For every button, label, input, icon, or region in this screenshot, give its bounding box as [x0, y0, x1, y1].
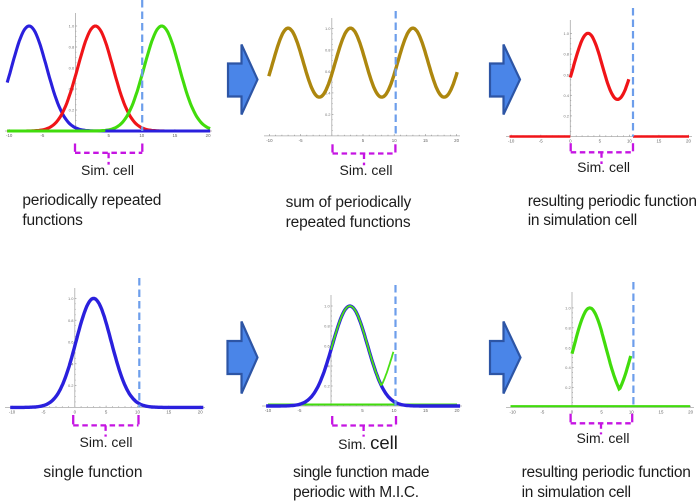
svg-text:0.4: 0.4: [565, 365, 571, 370]
svg-text:5: 5: [599, 139, 602, 144]
svg-text:20: 20: [455, 408, 460, 413]
svg-text:20: 20: [688, 410, 693, 415]
svg-text:1.0: 1.0: [324, 304, 330, 309]
svg-text:0.8: 0.8: [69, 45, 75, 50]
svg-text:0.2: 0.2: [68, 383, 74, 388]
svg-text:1.0: 1.0: [565, 306, 571, 311]
svg-text:15: 15: [423, 408, 428, 413]
svg-text:5: 5: [361, 408, 364, 413]
svg-text:-10: -10: [266, 138, 273, 143]
svg-text:5: 5: [600, 410, 603, 415]
svg-text:0.4: 0.4: [563, 93, 569, 98]
svg-text:5: 5: [107, 133, 110, 138]
svg-text:-5: -5: [539, 139, 543, 144]
svg-text:10: 10: [392, 408, 397, 413]
svg-text:-10: -10: [6, 133, 13, 138]
svg-text:1.0: 1.0: [563, 31, 569, 36]
svg-text:0.8: 0.8: [563, 52, 569, 57]
svg-text:15: 15: [659, 410, 664, 415]
svg-text:0.6: 0.6: [565, 345, 571, 350]
svg-text:5: 5: [362, 138, 365, 143]
svg-text:0.2: 0.2: [565, 385, 571, 390]
svg-text:0.2: 0.2: [563, 114, 569, 119]
svg-text:0.8: 0.8: [68, 318, 74, 323]
svg-text:15: 15: [166, 410, 171, 415]
svg-text:10: 10: [135, 410, 140, 415]
svg-text:-5: -5: [298, 408, 302, 413]
svg-text:0.8: 0.8: [324, 324, 330, 329]
svg-text:-10: -10: [265, 408, 272, 413]
svg-text:-5: -5: [540, 410, 544, 415]
svg-text:0.6: 0.6: [325, 69, 331, 74]
svg-text:0.8: 0.8: [325, 48, 331, 53]
svg-text:-10: -10: [510, 410, 517, 415]
svg-text:20: 20: [206, 133, 211, 138]
svg-text:10: 10: [139, 133, 144, 138]
svg-text:10: 10: [392, 138, 397, 143]
svg-text:0.2: 0.2: [325, 112, 331, 117]
svg-text:0.6: 0.6: [69, 66, 75, 71]
svg-text:15: 15: [172, 133, 177, 138]
svg-text:20: 20: [454, 138, 459, 143]
svg-text:15: 15: [656, 139, 661, 144]
svg-text:-5: -5: [42, 410, 46, 415]
svg-text:0.8: 0.8: [565, 325, 571, 330]
svg-text:0.6: 0.6: [68, 340, 74, 345]
svg-text:10: 10: [627, 139, 632, 144]
svg-text:15: 15: [423, 138, 428, 143]
svg-text:0: 0: [74, 410, 77, 415]
svg-text:-5: -5: [299, 138, 303, 143]
svg-text:0.6: 0.6: [563, 72, 569, 77]
svg-text:-5: -5: [40, 133, 44, 138]
svg-text:1.0: 1.0: [325, 26, 331, 31]
svg-text:0: 0: [569, 139, 572, 144]
svg-text:1.0: 1.0: [68, 296, 74, 301]
svg-text:0.2: 0.2: [324, 384, 330, 389]
svg-text:0.4: 0.4: [325, 91, 331, 96]
svg-text:1.0: 1.0: [69, 24, 75, 29]
svg-text:-10: -10: [9, 410, 16, 415]
svg-text:20: 20: [686, 139, 691, 144]
svg-text:0: 0: [571, 410, 574, 415]
svg-text:10: 10: [629, 410, 634, 415]
svg-text:20: 20: [198, 410, 203, 415]
svg-text:-10: -10: [508, 139, 515, 144]
svg-text:0.6: 0.6: [324, 344, 330, 349]
svg-text:0.2: 0.2: [69, 108, 75, 113]
svg-text:5: 5: [105, 410, 108, 415]
